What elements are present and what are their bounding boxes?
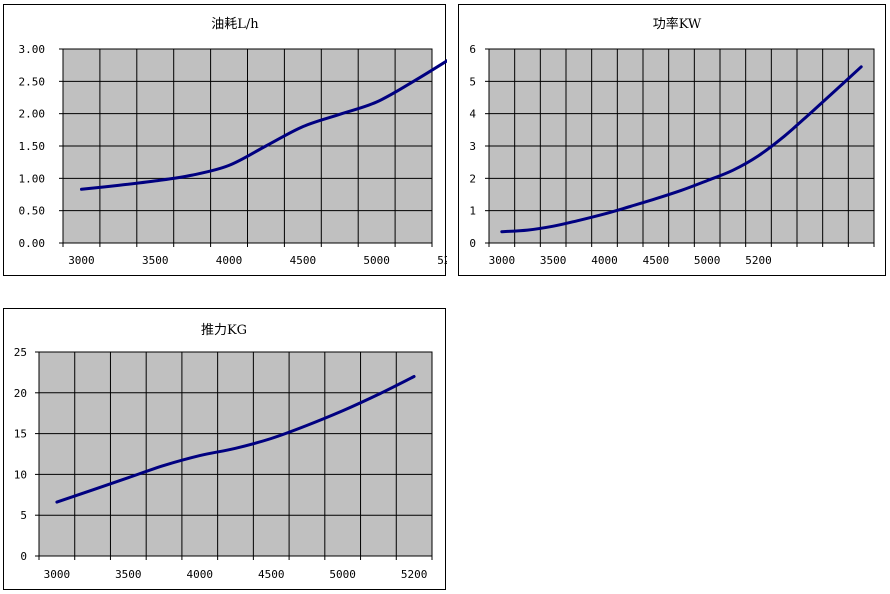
y-tick-label: 25 <box>14 346 27 359</box>
y-tick-label: 0.00 <box>19 237 46 250</box>
y-tick-label: 3.00 <box>19 43 46 56</box>
y-tick-label: 4 <box>469 108 476 121</box>
y-tick-label: 5 <box>469 75 476 88</box>
x-tick-label: 3500 <box>540 254 567 267</box>
x-tick-label: 3500 <box>142 254 169 267</box>
x-tick-label: 5000 <box>363 254 390 267</box>
y-tick-label: 0.50 <box>19 205 46 218</box>
y-tick-label: 2.00 <box>19 108 46 121</box>
power-chart: 功率KW 0 1 2 3 4 5 6 3000 3500 4000 4500 5000 5200 <box>458 4 886 276</box>
y-tick-label: 15 <box>14 428 27 441</box>
fuel-consumption-chart-svg: 油耗L/h 0.00 0.50 1.00 1.50 2.00 2.50 3.00 3000 350… <box>19 17 447 267</box>
y-tick-label: 3 <box>469 140 476 153</box>
x-tick-label: 4500 <box>290 254 317 267</box>
fuel-consumption-chart: 油耗L/h 0.00 0.50 1.00 1.50 2.00 2.50 3.00 3000 350… <box>3 4 447 276</box>
x-tick-label: 5200 <box>437 254 447 267</box>
series-line <box>55 375 416 504</box>
x-tick-label: 4000 <box>591 254 618 267</box>
x-tick-label: 5200 <box>401 568 428 581</box>
y-tick-label: 2 <box>469 172 476 185</box>
x-tick-label: 3500 <box>115 568 142 581</box>
plot-area <box>38 351 433 557</box>
x-tick-label: 3000 <box>68 254 95 267</box>
chart-title: 推力KG <box>201 323 247 338</box>
y-tick-label: 1.00 <box>19 172 46 185</box>
y-tick-label: 6 <box>469 43 476 56</box>
thrust-chart-svg: 推力KG 0 5 10 15 20 25 3000 3500 4000 4500 5000 5200 <box>14 323 433 581</box>
power-chart-svg: 功率KW 0 1 2 3 4 5 6 3000 3500 4000 4500 5000 5200 <box>469 16 875 267</box>
x-tick-label: 4500 <box>643 254 670 267</box>
y-tick-label: 1 <box>469 205 476 218</box>
thrust-chart: 推力KG 0 5 10 15 20 25 3000 3500 4000 4500 5000 5200 <box>3 308 446 590</box>
y-tick-label: 2.50 <box>19 75 46 88</box>
x-tick-label: 4500 <box>258 568 285 581</box>
series-line <box>80 59 447 191</box>
x-tick-label: 4000 <box>187 568 214 581</box>
series-line <box>500 65 863 234</box>
x-tick-label: 4000 <box>216 254 243 267</box>
chart-title: 功率KW <box>653 16 702 32</box>
chart-title: 油耗L/h <box>211 17 259 32</box>
y-tick-label: 5 <box>20 509 27 522</box>
y-tick-label: 1.50 <box>19 140 46 153</box>
x-tick-label: 5000 <box>694 254 721 267</box>
y-tick-label: 10 <box>14 468 27 481</box>
y-tick-label: 0 <box>469 237 476 250</box>
y-tick-label: 20 <box>14 387 27 400</box>
x-tick-label: 5200 <box>745 254 772 267</box>
y-tick-label: 0 <box>20 550 27 563</box>
x-tick-label: 5000 <box>329 568 356 581</box>
x-tick-label: 3000 <box>489 254 515 267</box>
x-tick-label: 3000 <box>44 568 71 581</box>
